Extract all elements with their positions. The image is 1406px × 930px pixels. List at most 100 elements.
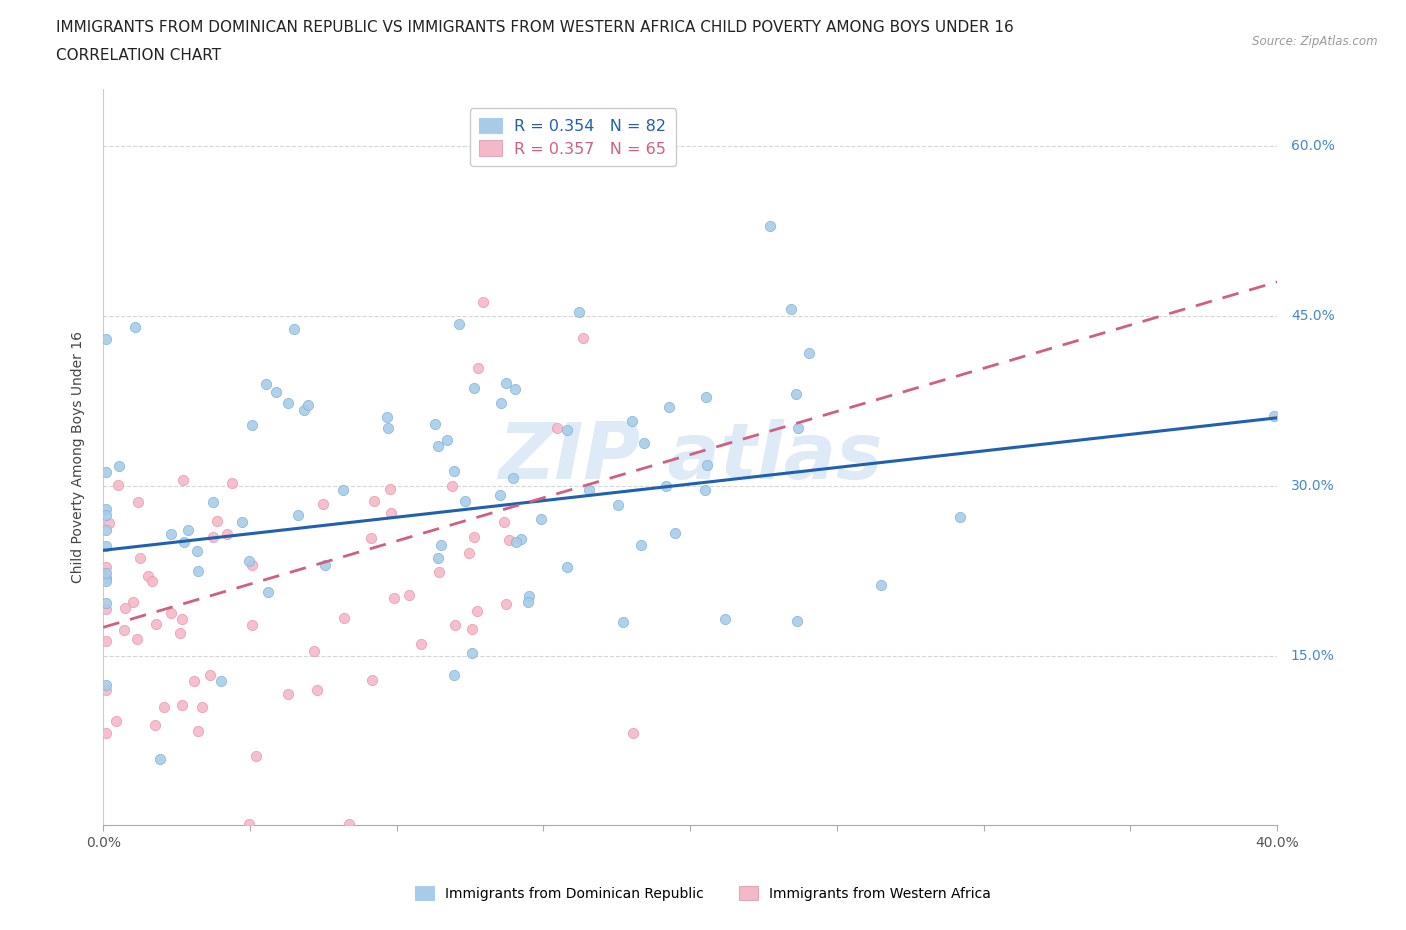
Point: [457, 546, 479, 561]
Point: [606, 498, 628, 512]
Point: [502, 471, 524, 485]
Point: [454, 494, 477, 509]
Point: [489, 395, 512, 410]
Point: [238, 817, 260, 831]
Point: [463, 529, 485, 544]
Point: [277, 396, 299, 411]
Point: [471, 295, 494, 310]
Point: [153, 699, 176, 714]
Point: [443, 463, 465, 478]
Point: [108, 458, 131, 473]
Point: [96, 633, 118, 648]
Point: [509, 532, 531, 547]
Point: [305, 683, 328, 698]
Point: [517, 594, 540, 609]
Text: IMMIGRANTS FROM DOMINICAN REPUBLIC VS IMMIGRANTS FROM WESTERN AFRICA CHILD POVER: IMMIGRANTS FROM DOMINICAN REPUBLIC VS IM…: [56, 20, 1014, 35]
Point: [143, 718, 166, 733]
Point: [96, 501, 118, 516]
Point: [949, 510, 972, 525]
Point: [231, 514, 253, 529]
Point: [97, 516, 120, 531]
Point: [145, 617, 167, 631]
Point: [312, 497, 335, 512]
Point: [186, 544, 208, 559]
Point: [287, 508, 309, 523]
Point: [302, 644, 325, 658]
Point: [555, 559, 578, 574]
Point: [398, 588, 420, 603]
Point: [240, 618, 263, 632]
Point: [187, 564, 209, 578]
Point: [96, 573, 118, 588]
Point: [221, 476, 243, 491]
Y-axis label: Child Poverty Among Boys Under 16: Child Poverty Among Boys Under 16: [72, 331, 86, 583]
Point: [695, 390, 717, 405]
Point: [633, 436, 655, 451]
Text: 60.0%: 60.0%: [1291, 139, 1334, 153]
Point: [380, 505, 402, 520]
Text: ZIP atlas: ZIP atlas: [498, 419, 883, 496]
Text: Source: ZipAtlas.com: Source: ZipAtlas.com: [1253, 35, 1378, 48]
Point: [786, 614, 808, 629]
Point: [467, 604, 489, 618]
Point: [292, 402, 315, 417]
Point: [444, 618, 467, 632]
Point: [177, 522, 200, 537]
Point: [427, 551, 450, 565]
Point: [461, 645, 484, 660]
Point: [198, 668, 221, 683]
Point: [172, 472, 194, 487]
Point: [870, 578, 893, 592]
Point: [505, 534, 527, 549]
Point: [209, 673, 232, 688]
Point: [96, 565, 118, 580]
Point: [169, 626, 191, 641]
Point: [257, 585, 280, 600]
Point: [436, 433, 458, 448]
Point: [449, 317, 471, 332]
Point: [360, 531, 382, 546]
Point: [488, 487, 510, 502]
Point: [124, 320, 146, 335]
Point: [441, 478, 464, 493]
Point: [657, 400, 679, 415]
Point: [215, 527, 238, 542]
Legend: R = 0.354   N = 82, R = 0.357   N = 65: R = 0.354 N = 82, R = 0.357 N = 65: [470, 109, 676, 166]
Point: [283, 322, 305, 337]
Point: [129, 551, 152, 565]
Point: [122, 595, 145, 610]
Point: [96, 595, 118, 610]
Point: [423, 417, 446, 432]
Point: [467, 361, 489, 376]
Point: [96, 683, 118, 698]
Point: [427, 565, 450, 579]
Point: [360, 672, 382, 687]
Point: [460, 621, 482, 636]
Point: [568, 305, 591, 320]
Point: [238, 553, 260, 568]
Point: [337, 817, 360, 831]
Legend: Immigrants from Dominican Republic, Immigrants from Western Africa: Immigrants from Dominican Republic, Immi…: [409, 881, 997, 907]
Point: [494, 514, 516, 529]
Point: [186, 724, 208, 738]
Point: [297, 398, 319, 413]
Point: [780, 302, 803, 317]
Point: [205, 513, 228, 528]
Point: [114, 600, 136, 615]
Point: [136, 568, 159, 583]
Point: [1263, 409, 1285, 424]
Point: [495, 596, 517, 611]
Point: [149, 751, 172, 766]
Point: [785, 387, 807, 402]
Point: [787, 420, 810, 435]
Point: [759, 219, 782, 233]
Point: [713, 612, 735, 627]
Point: [96, 465, 118, 480]
Point: [96, 725, 118, 740]
Point: [96, 570, 118, 585]
Point: [183, 673, 205, 688]
Point: [96, 602, 118, 617]
Point: [495, 375, 517, 390]
Point: [620, 414, 643, 429]
Point: [503, 381, 526, 396]
